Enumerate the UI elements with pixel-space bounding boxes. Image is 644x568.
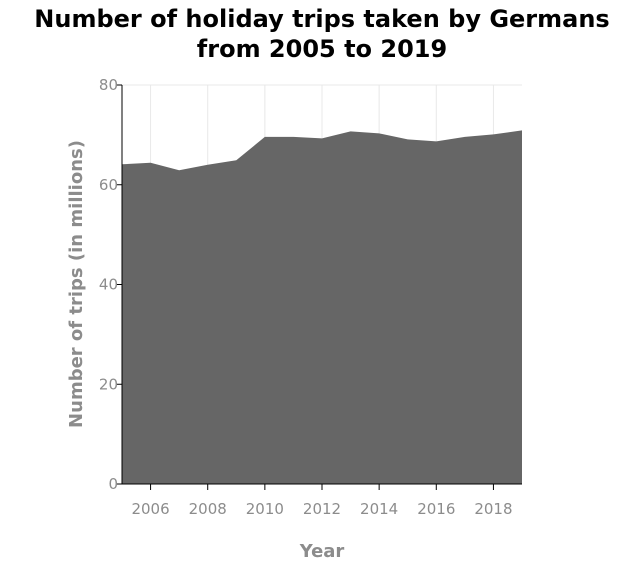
y-tick-label-20: 20 <box>99 375 118 393</box>
x-tick-label-2006: 2006 <box>131 500 169 518</box>
x-tick-label-2018: 2018 <box>474 500 512 518</box>
y-tick-label-40: 40 <box>99 276 118 294</box>
y-tick-label-0: 0 <box>108 475 118 493</box>
x-axis-label: Year <box>299 541 345 562</box>
x-tick-label-2010: 2010 <box>246 500 284 518</box>
chart-title: Number of holiday trips taken by Germans… <box>0 4 644 64</box>
chart-title-line-2: from 2005 to 2019 <box>196 35 448 63</box>
y-axis-label: Number of trips (in millions) <box>66 140 87 428</box>
y-tick-label-60: 60 <box>99 176 118 194</box>
area-series <box>122 130 522 485</box>
x-tick-label-2016: 2016 <box>417 500 455 518</box>
chart-title-line-1: Number of holiday trips taken by Germans <box>34 5 610 33</box>
x-tick-label-2014: 2014 <box>360 500 398 518</box>
axes <box>116 84 522 490</box>
y-tick-label-80: 80 <box>99 76 118 94</box>
x-tick-label-2008: 2008 <box>189 500 227 518</box>
x-tick-label-2012: 2012 <box>303 500 341 518</box>
tick-labels: 2006 2008 2010 2012 2014 2016 2018 0 20 40 60 80 <box>99 76 513 518</box>
plot-area <box>122 130 522 485</box>
